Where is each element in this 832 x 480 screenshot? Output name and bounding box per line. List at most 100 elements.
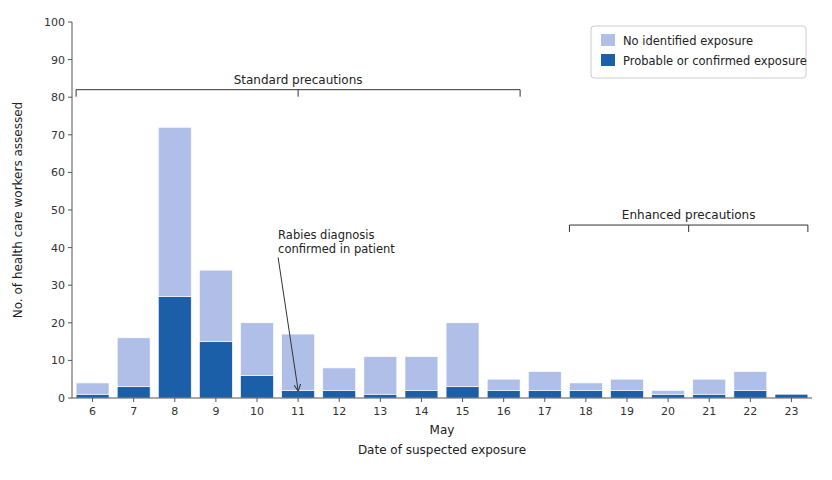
y-tick-label: 90	[51, 54, 65, 67]
y-tick-label: 10	[51, 354, 65, 367]
x-tick	[298, 398, 299, 402]
x-tick	[380, 398, 381, 402]
bar-segment	[693, 394, 726, 398]
y-tick-label: 20	[51, 317, 65, 330]
bracket	[569, 225, 807, 232]
bar-segment	[652, 394, 685, 398]
x-axis-sublabel: May	[430, 423, 455, 437]
y-tick-label: 80	[51, 91, 65, 104]
x-tick	[462, 398, 463, 402]
bar-segment	[693, 379, 726, 394]
bar-segment	[528, 390, 561, 398]
legend: No identified exposure Probable or confir…	[591, 26, 807, 78]
x-tick-label: 13	[373, 405, 387, 418]
x-tick	[339, 398, 340, 402]
annotation: Rabies diagnosisconfirmed in patient	[278, 228, 395, 256]
x-tick-label: 15	[456, 405, 470, 418]
bar-segment	[241, 323, 274, 376]
x-tick-label: 16	[497, 405, 511, 418]
bar-segment	[487, 379, 520, 390]
x-tick-label: 22	[743, 405, 757, 418]
y-tick-label: 40	[51, 242, 65, 255]
x-tick	[750, 398, 751, 402]
x-axis-label: Date of suspected exposure	[358, 443, 526, 457]
y-tick	[68, 247, 72, 248]
bar-segment	[775, 394, 808, 395]
x-tick	[215, 398, 216, 402]
y-tick	[68, 59, 72, 60]
y-tick	[68, 172, 72, 173]
bracket	[76, 90, 520, 97]
x-tick	[709, 398, 710, 402]
bar-segment	[76, 383, 109, 394]
bar-segment	[364, 357, 397, 395]
bracket-label: Enhanced precautions	[622, 208, 756, 222]
bar-segment	[282, 390, 315, 398]
x-tick-label: 8	[171, 405, 178, 418]
y-tick-label: 30	[51, 279, 65, 292]
y-tick-label: 100	[44, 16, 65, 29]
y-tick-label: 60	[51, 166, 65, 179]
legend-swatch	[601, 54, 615, 66]
x-axis	[72, 398, 812, 399]
bar-segment	[158, 127, 191, 296]
bar-segment	[282, 334, 315, 390]
y-tick-label: 0	[58, 392, 65, 405]
x-tick	[257, 398, 258, 402]
bar-segment	[734, 372, 767, 391]
x-tick-label: 21	[702, 405, 716, 418]
x-tick-label: 14	[414, 405, 428, 418]
bar-segment	[323, 368, 356, 391]
bar-segment	[446, 387, 479, 398]
bar-segment	[76, 394, 109, 398]
legend-swatch	[601, 34, 615, 46]
bar-segment	[323, 390, 356, 398]
bar-segment	[611, 379, 644, 390]
y-axis-label: No. of health care workers assessed	[11, 102, 25, 318]
legend-label: Probable or confirmed exposure	[623, 54, 807, 68]
x-tick-label: 9	[212, 405, 219, 418]
y-tick	[68, 360, 72, 361]
x-tick	[421, 398, 422, 402]
bar-segment	[199, 270, 232, 341]
x-tick-label: 11	[291, 405, 305, 418]
bar-segment	[775, 394, 808, 398]
x-tick	[627, 398, 628, 402]
y-tick	[68, 285, 72, 286]
bar-segment	[652, 390, 685, 394]
bar-segment	[405, 390, 438, 398]
y-tick	[68, 134, 72, 135]
y-tick	[68, 398, 72, 399]
annotation-arrow	[278, 257, 298, 390]
bar-segment	[569, 383, 602, 391]
x-tick-label: 19	[620, 405, 634, 418]
bar-segment	[569, 390, 602, 398]
y-tick	[68, 322, 72, 323]
bar-segment	[241, 375, 274, 398]
bar-segment	[446, 323, 479, 387]
bar-segment	[117, 387, 150, 398]
x-tick-label: 6	[89, 405, 96, 418]
x-tick-label: 23	[784, 405, 798, 418]
x-tick	[174, 398, 175, 402]
x-tick	[544, 398, 545, 402]
x-tick-label: 18	[579, 405, 593, 418]
annotation-line: Rabies diagnosis	[278, 228, 374, 242]
x-tick	[92, 398, 93, 402]
legend-box	[591, 26, 806, 78]
y-tick	[68, 210, 72, 211]
x-tick-label: 20	[661, 405, 675, 418]
y-tick	[68, 22, 72, 23]
annotation-line: confirmed in patient	[278, 242, 395, 256]
x-tick	[791, 398, 792, 402]
bar-segment	[199, 342, 232, 398]
x-tick	[585, 398, 586, 402]
bar-segment	[734, 390, 767, 398]
bar-segment	[528, 372, 561, 391]
legend-label: No identified exposure	[623, 34, 753, 48]
bar-segment	[364, 394, 397, 398]
x-tick-label: 12	[332, 405, 346, 418]
bar-segment	[487, 390, 520, 398]
x-tick	[503, 398, 504, 402]
y-tick	[68, 97, 72, 98]
